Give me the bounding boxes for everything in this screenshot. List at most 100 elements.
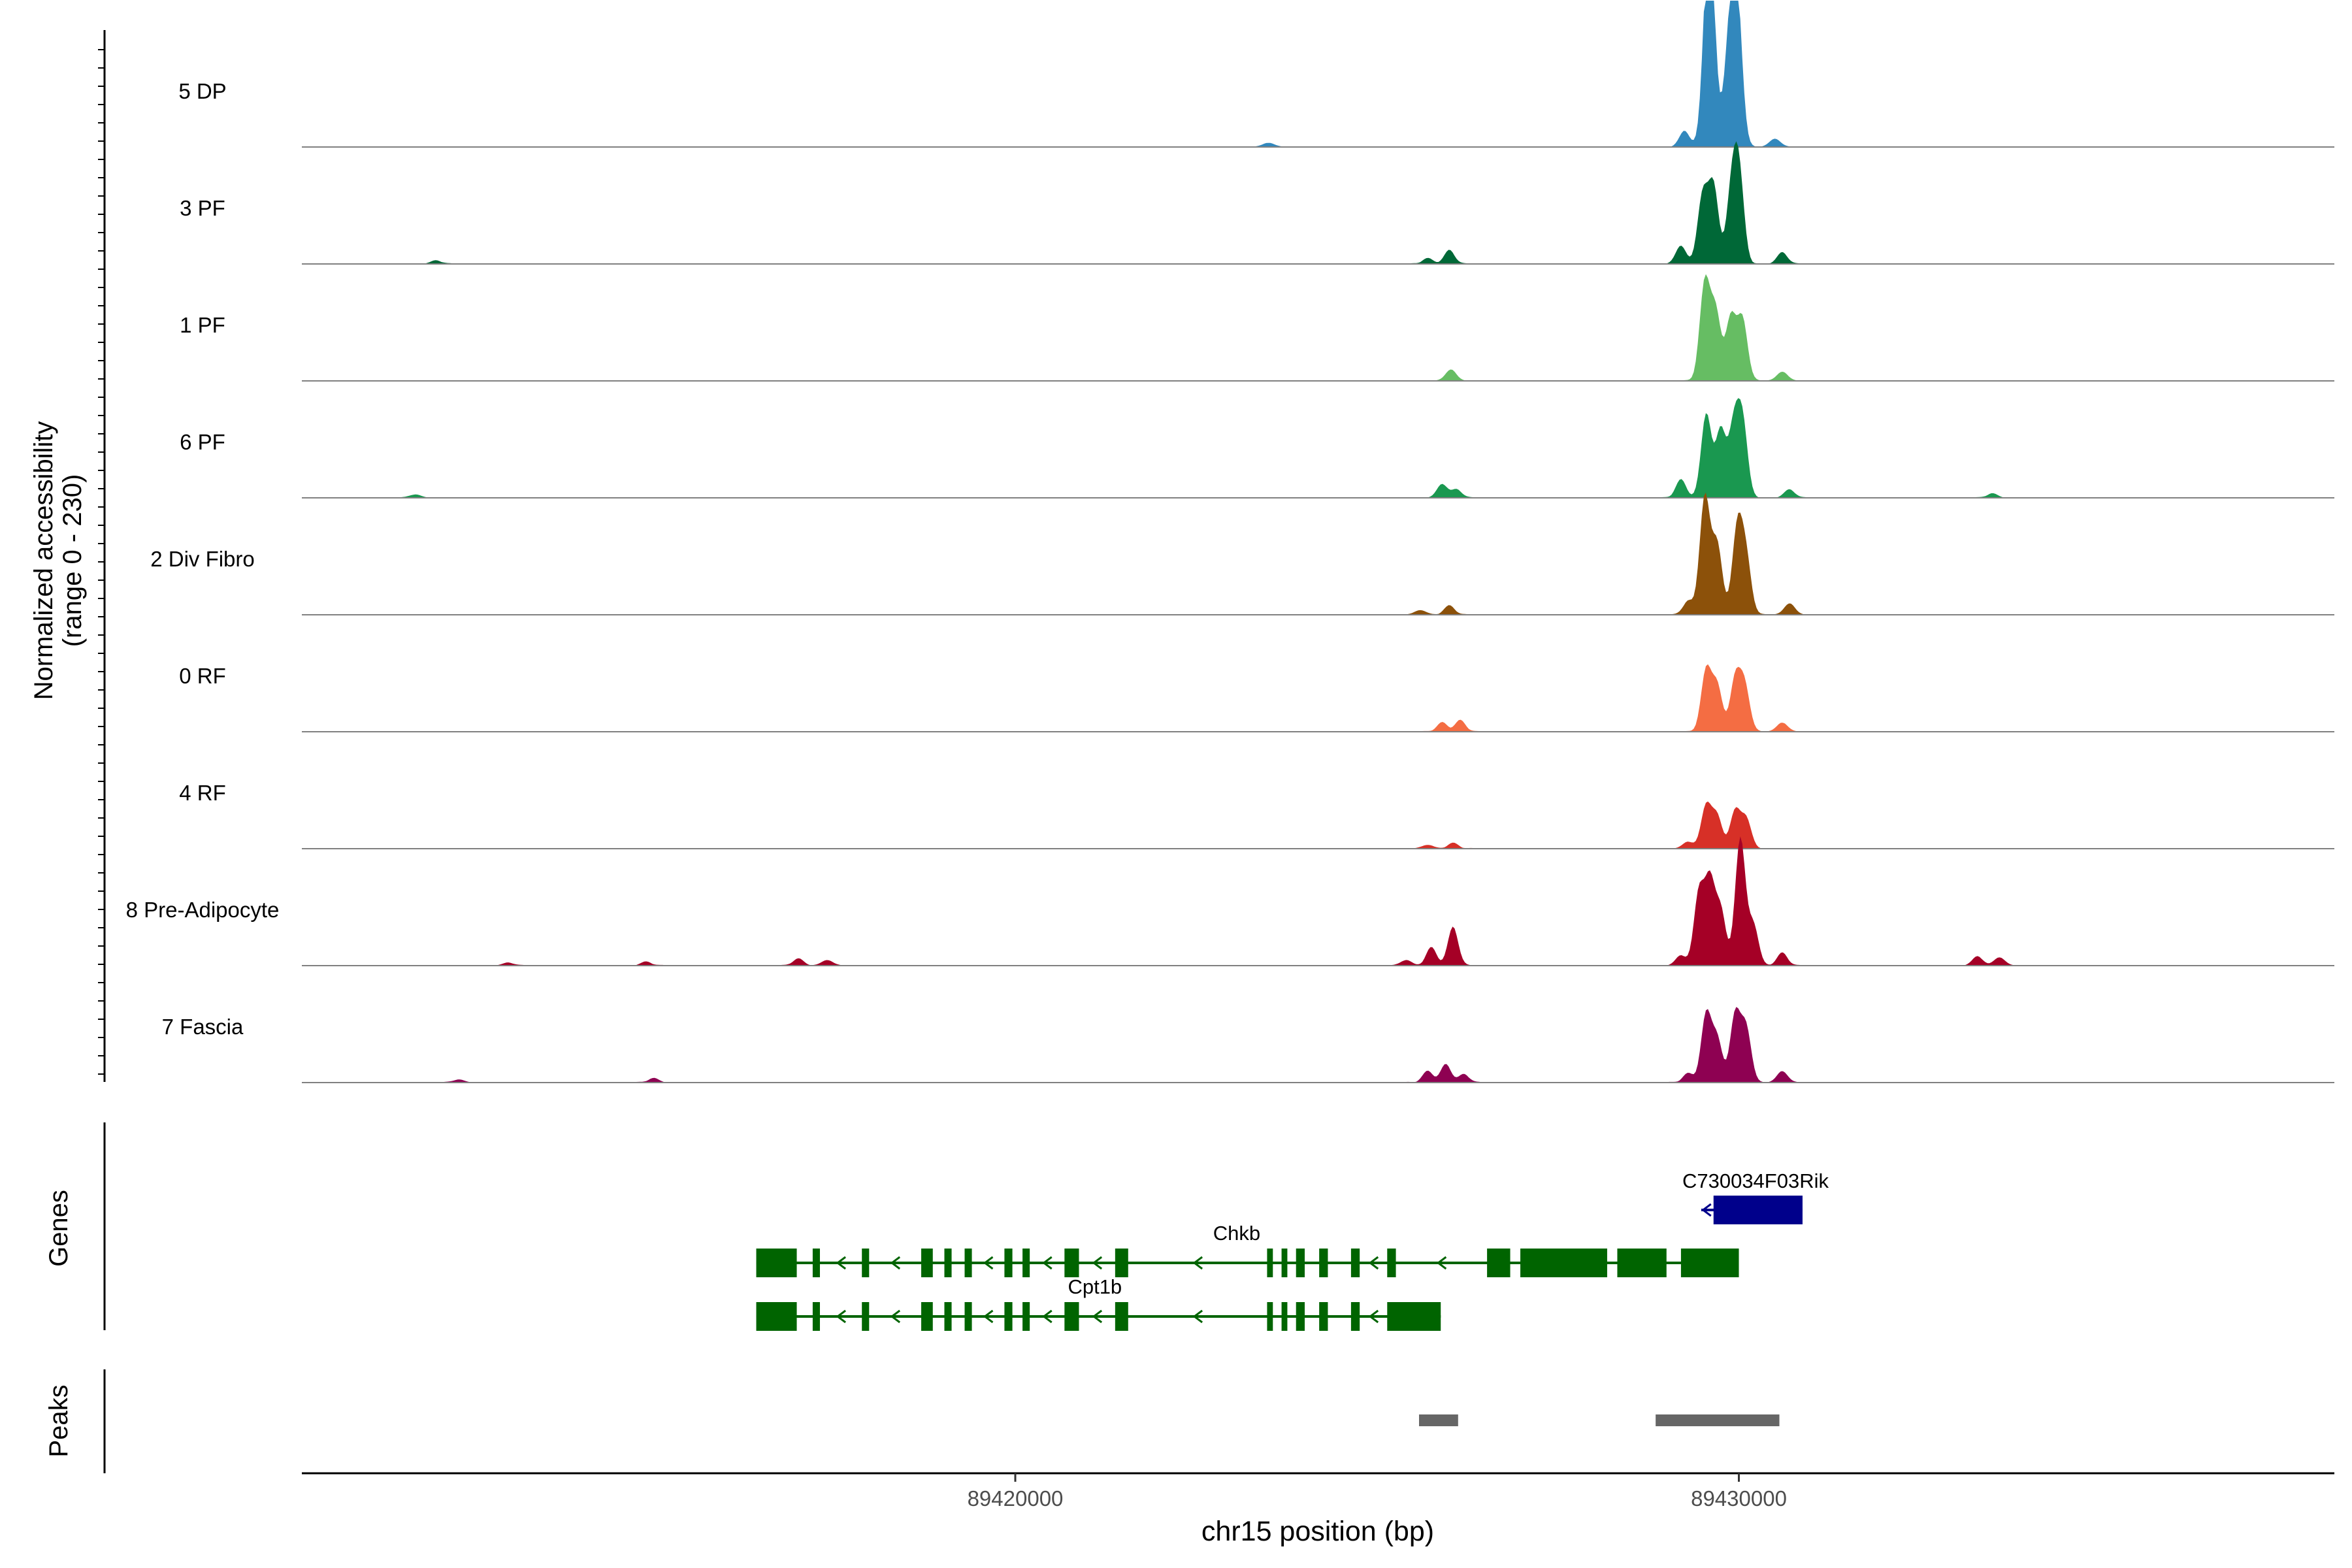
strand-arrow — [983, 1256, 994, 1270]
coverage-area — [302, 398, 2334, 498]
gene-exon — [1064, 1249, 1079, 1277]
gene-exon — [1004, 1302, 1013, 1331]
track-5-dp: 5 DP — [178, 1, 2334, 148]
gene-exon — [1387, 1302, 1441, 1331]
track-0-rf: 0 RF — [179, 664, 2334, 732]
strand-arrow — [1701, 1203, 1712, 1217]
gene-exon — [1350, 1249, 1360, 1277]
strand-arrow — [1042, 1256, 1053, 1270]
strand-arrow — [1368, 1309, 1379, 1324]
gene-exon — [1064, 1302, 1079, 1331]
coverage-area — [302, 836, 2334, 966]
gene-exon — [1281, 1249, 1288, 1277]
track-label: 7 Fascia — [162, 1015, 244, 1039]
strand-arrow — [1368, 1256, 1379, 1270]
peaks-panel-label: Peaks — [44, 1384, 73, 1457]
y-axis-title-line2: (range 0 - 230) — [58, 474, 87, 647]
gene-c730034f03rik: C730034F03Rik — [1682, 1169, 1829, 1224]
gene-exon — [964, 1302, 972, 1331]
coverage-area — [302, 1007, 2334, 1083]
gene-exon — [1487, 1249, 1511, 1277]
strand-arrow — [836, 1256, 846, 1270]
genes-panel-label: Genes — [44, 1190, 73, 1267]
track-1-pf: 1 PF — [180, 274, 2334, 382]
coverage-area — [302, 274, 2334, 381]
track-3-pf: 3 PF — [180, 141, 2334, 265]
track-label: 3 PF — [180, 196, 225, 220]
track-label: 8 Pre-Adipocyte — [126, 898, 280, 922]
gene-exon — [756, 1302, 797, 1331]
coverage-area — [302, 664, 2334, 732]
peak-region — [1656, 1414, 1780, 1426]
gene-label: Cpt1b — [1068, 1275, 1122, 1298]
gene-exon — [1319, 1302, 1328, 1331]
gene-exon — [812, 1302, 820, 1331]
track-8-pre-adipocyte: 8 Pre-Adipocyte — [126, 836, 2334, 966]
gene-exon — [1296, 1249, 1305, 1277]
gene-label: C730034F03Rik — [1682, 1169, 1829, 1192]
strand-arrow — [836, 1309, 846, 1324]
gene-exon — [1520, 1249, 1607, 1277]
x-tick-label: 89420000 — [968, 1486, 1064, 1511]
strand-arrow — [1092, 1309, 1103, 1324]
x-axis-title: chr15 position (bp) — [1201, 1516, 1434, 1547]
strand-arrow — [890, 1309, 901, 1324]
track-label: 4 RF — [179, 781, 226, 805]
peak-regions — [1418, 1414, 1780, 1426]
strand-arrow — [1042, 1309, 1053, 1324]
strand-arrow — [1192, 1256, 1203, 1270]
gene-exon — [921, 1249, 933, 1277]
gene-exon — [1319, 1249, 1328, 1277]
coverage-area — [302, 1, 2334, 147]
gene-exon — [812, 1249, 820, 1277]
track-label: 0 RF — [179, 664, 226, 688]
gene-cpt1b: Cpt1b — [756, 1275, 1441, 1331]
y-axis-title-line1: Normalized accessibility — [29, 421, 58, 700]
track-6-pf: 6 PF — [180, 398, 2334, 498]
gene-label: Chkb — [1213, 1222, 1260, 1245]
track-label: 2 Div Fibro — [150, 547, 255, 571]
gene-exon — [1115, 1302, 1128, 1331]
coverage-area — [302, 141, 2334, 264]
gene-exon — [756, 1249, 797, 1277]
peak-region — [1418, 1414, 1458, 1426]
gene-exon — [921, 1302, 933, 1331]
track-label: 6 PF — [180, 430, 225, 454]
coverage-area — [302, 492, 2334, 615]
gene-annotations: Chkb Cpt1b C730034F03Rik — [756, 1169, 1829, 1331]
gene-exon — [1387, 1249, 1396, 1277]
coverage-tracks: 5 DP 3 PF 1 PF 6 PF 2 Div Fibro 0 RF 4 RF 8 Pre… — [126, 1, 2334, 1083]
gene-exon — [1004, 1249, 1013, 1277]
gene-exon — [944, 1249, 952, 1277]
gene-exon — [1267, 1249, 1273, 1277]
track-label: 1 PF — [180, 313, 225, 337]
track-7-fascia: 7 Fascia — [162, 1007, 2334, 1083]
strand-arrow — [1192, 1309, 1203, 1324]
track-label: 5 DP — [178, 79, 226, 103]
x-axis-ticks: 89420000 89430000 — [968, 1473, 1787, 1511]
strand-arrow — [1436, 1256, 1447, 1270]
coverage-y-axis — [98, 30, 106, 1082]
gene-exon — [1680, 1249, 1739, 1277]
x-tick-label: 89430000 — [1691, 1486, 1787, 1511]
strand-arrow — [890, 1256, 901, 1270]
gene-exon — [1617, 1249, 1667, 1277]
gene-exon — [1022, 1302, 1030, 1331]
gene-exon — [862, 1249, 870, 1277]
gene-exon — [862, 1302, 870, 1331]
strand-arrow — [983, 1309, 994, 1324]
gene-exon — [1296, 1302, 1305, 1331]
gene-chkb: Chkb — [756, 1222, 1739, 1277]
gene-exon — [1713, 1196, 1803, 1224]
gene-exon — [1115, 1249, 1128, 1277]
gene-exon — [944, 1302, 952, 1331]
gene-exon — [1022, 1249, 1030, 1277]
gene-exon — [1350, 1302, 1360, 1331]
track-4-rf: 4 RF — [179, 781, 2334, 849]
gene-exon — [1267, 1302, 1273, 1331]
gene-exon — [964, 1249, 972, 1277]
track-2-div-fibro: 2 Div Fibro — [150, 492, 2334, 615]
gene-exon — [1281, 1302, 1288, 1331]
strand-arrow — [1092, 1256, 1103, 1270]
